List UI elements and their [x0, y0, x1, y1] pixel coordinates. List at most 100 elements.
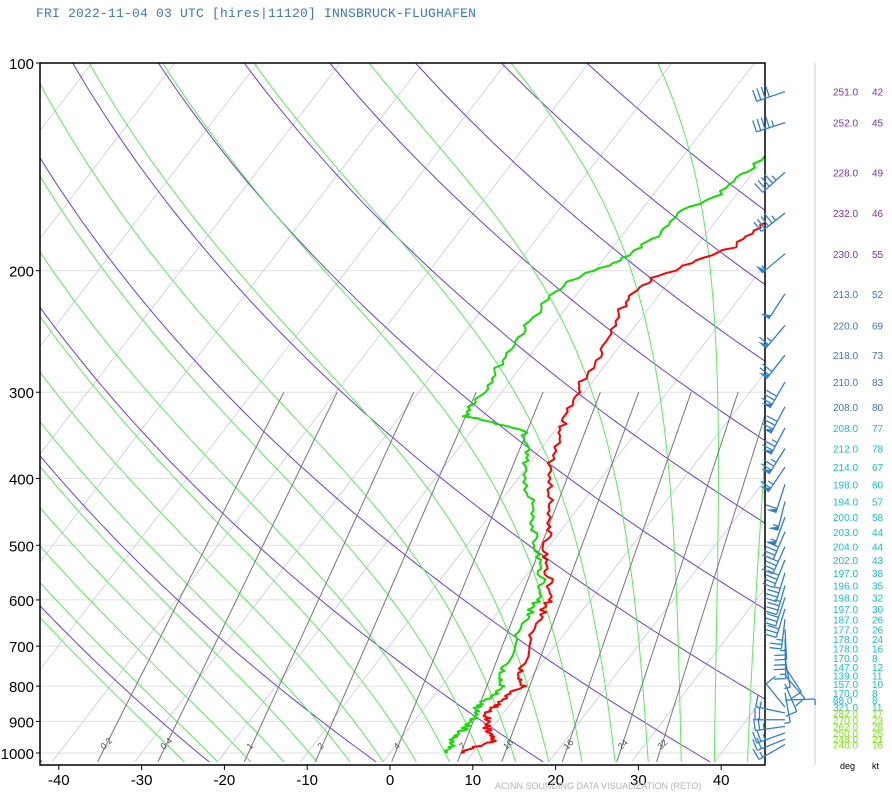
wind-direction-label: 232.0: [833, 209, 858, 220]
wind-barb: [754, 171, 786, 193]
wind-direction-label: 214.0: [833, 463, 858, 474]
wind-direction-label: 212.0: [833, 445, 858, 456]
wind-direction-label: 170.0: [833, 654, 858, 665]
wind-direction-label: 220.0: [833, 321, 858, 332]
wind-barb: [760, 448, 786, 475]
wind-kt-header: kt: [872, 761, 880, 771]
isotherm-line: [465, 371, 765, 763]
wind-barb-feather: [774, 654, 787, 657]
isotherm-line: [548, 479, 765, 763]
wind-speed-label: 77: [872, 424, 884, 435]
wind-barb-staff: [756, 121, 786, 133]
isotherm-line: [217, 63, 755, 763]
wind-speed-label: 21: [872, 735, 884, 746]
mixing-ratio-label: 2: [315, 741, 326, 752]
moist-adiabat: [40, 251, 450, 763]
wind-barb-feather: [765, 610, 777, 616]
wind-speed-label: 46: [872, 209, 884, 220]
wind-direction-label: 203.0: [833, 528, 858, 539]
wind-barb: [765, 675, 786, 708]
wind-barb: [762, 427, 786, 455]
mixing-ratio-lines: 0.2 0.4 1 2 4 7 10 16 24 32: [97, 391, 765, 763]
wind-direction-label: 200.0: [833, 513, 858, 524]
wind-barb-feather: [764, 85, 771, 98]
wind-barb: [784, 666, 802, 700]
wind-barb-feather: [755, 694, 759, 707]
moist-adiabat: [40, 315, 417, 763]
wind-speed-label: 60: [872, 480, 884, 491]
wind-direction-label: 198.0: [833, 480, 858, 491]
isotherm-line: [300, 156, 765, 763]
wind-barb: [755, 253, 786, 274]
wind-barb-feather: [760, 117, 766, 130]
wind-barb-feather: [767, 556, 779, 563]
wind-barb-feather: [771, 215, 777, 221]
wind-barb-feather: [756, 118, 762, 131]
wind-barb-feather: [756, 730, 762, 742]
wind-speed-label: 11: [872, 671, 883, 682]
wind-barb-feather: [771, 439, 778, 444]
wind-speed-label: 23: [872, 716, 884, 727]
wind-barb-pennant: [762, 428, 774, 434]
wind-barb-feather: [757, 218, 766, 230]
wind-barb-feather: [764, 419, 776, 426]
sounding-profiles: [443, 154, 765, 754]
wind-speed-label: 44: [872, 542, 884, 553]
x-tick-label: 40: [713, 772, 730, 789]
wind-direction-label: 197.0: [833, 605, 858, 616]
wind-barb: [758, 354, 786, 380]
x-tick-label: -40: [48, 772, 70, 789]
wind-barb-feather: [752, 739, 758, 751]
wind-barb-feather: [766, 389, 778, 397]
wind-barb-feather: [764, 440, 776, 448]
wind-barb-staff: [773, 559, 786, 588]
wind-barb-feather: [765, 560, 777, 567]
wind-speed-label: 69: [872, 321, 884, 332]
wind-speed-label: 38: [872, 569, 884, 580]
wind-speed-label: 83: [872, 378, 884, 389]
wind-speed-label: 35: [872, 582, 884, 593]
wind-barb: [762, 406, 786, 434]
mixing-ratio-line: [157, 391, 338, 763]
wind-speed-label: 67: [872, 463, 884, 474]
x-tick-label: 30: [630, 772, 647, 789]
wind-barb-staff: [768, 293, 786, 320]
moist-adiabat: [40, 545, 252, 763]
wind-barb-feather: [763, 393, 775, 401]
wind-barb: [765, 484, 786, 514]
wind-direction-label: 202.0: [833, 556, 858, 567]
wind-barb-feather: [764, 597, 777, 603]
wind-direction-label: 251.0: [833, 88, 858, 99]
wind-barb: [765, 516, 786, 546]
wind-barb-feather: [760, 86, 766, 99]
wind-barb-staff: [776, 585, 786, 615]
wind-barb: [768, 501, 786, 531]
wind-barb-feather: [776, 638, 783, 641]
wind-speed-label: 78: [872, 445, 884, 456]
wind-barb: [784, 683, 798, 717]
wind-speed-label: 57: [872, 497, 884, 508]
dry-adiabat: [40, 156, 711, 763]
wind-barb: [755, 694, 786, 714]
wind-direction-label: 228.0: [833, 168, 858, 179]
mixing-ratio-line: [457, 392, 601, 763]
wind-speed-label: 26: [872, 625, 884, 636]
wind-speed-label: 11: [872, 703, 883, 714]
wind-barb-feather: [774, 599, 781, 603]
wind-direction-label: 270.0: [833, 716, 858, 727]
wind-barb-staff: [772, 531, 786, 560]
wind-barb-feather: [772, 524, 779, 527]
wind-barb-feather: [771, 175, 777, 181]
wind-barb-staff: [775, 484, 786, 514]
wind-barb-feather: [760, 176, 770, 187]
isotherm-line: [134, 63, 673, 763]
wind-barb-feather: [761, 265, 766, 271]
wind-barb-pennant: [766, 508, 778, 513]
wind-barb: [769, 619, 786, 650]
wind-direction-label: 208.0: [833, 424, 858, 435]
wind-barb-staff: [756, 90, 786, 102]
wind-barb-feather: [769, 642, 782, 646]
wind-direction-label: 321.0: [833, 703, 858, 714]
wind-barb-feather: [785, 710, 797, 717]
wind-barb-staff: [768, 448, 786, 475]
